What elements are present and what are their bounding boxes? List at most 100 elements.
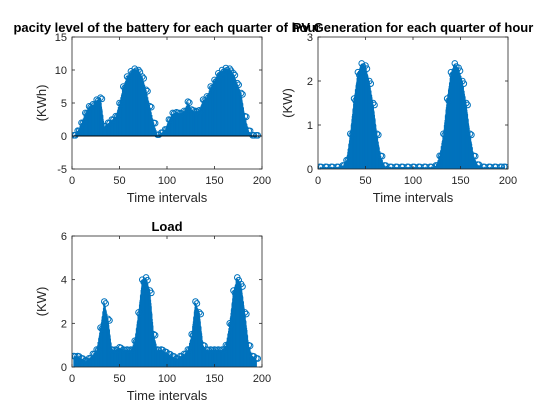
chart-2: 0 50 100 150 200 0 1 2 3 Time intervals (KW) PV Gen… [280, 20, 533, 205]
data-point [369, 99, 377, 107]
data-point [231, 71, 239, 79]
y-axis-label: (KW) [280, 88, 295, 118]
data-point [121, 84, 129, 92]
data-point [466, 130, 474, 138]
data-point [144, 276, 151, 284]
series-2 [318, 60, 508, 169]
data-point [440, 130, 447, 138]
data-point [174, 109, 182, 117]
data-point [135, 66, 142, 74]
x-axis-label: Time intervals [373, 190, 454, 205]
y-tick-label: 15 [55, 32, 67, 44]
data-point [113, 113, 121, 121]
data-point [433, 162, 441, 169]
data-point [356, 71, 363, 79]
data-point [148, 289, 155, 297]
data-point [226, 320, 233, 327]
data-point [188, 330, 195, 338]
data-point [197, 310, 205, 318]
data-point [91, 101, 98, 109]
data-point [468, 131, 475, 139]
data-point [437, 152, 445, 160]
data-point [241, 309, 249, 316]
x-tick-label: 0 [69, 175, 75, 187]
x-tick-label: 150 [205, 373, 223, 385]
data-point [502, 163, 508, 169]
data-point [347, 130, 354, 138]
data-point [254, 132, 262, 139]
data-point [378, 152, 386, 160]
data-point [106, 317, 113, 324]
x-tick-label: 150 [451, 175, 469, 187]
x-tick-label: 200 [253, 373, 271, 385]
chart-3: 0 50 100 150 200 0 2 4 6 Time intervals (KW) Load [34, 219, 271, 403]
data-point [464, 101, 471, 109]
x-tick-label: 50 [113, 373, 125, 385]
x-tick-label: 200 [499, 175, 517, 187]
data-point [237, 89, 245, 97]
y-tick-label: 2 [61, 318, 67, 330]
x-tick-label: 150 [205, 175, 223, 187]
chart-title: Load [151, 219, 182, 234]
data-point [441, 131, 449, 139]
data-point [243, 113, 250, 121]
data-point [79, 119, 87, 127]
x-tick-label: 0 [315, 175, 321, 187]
data-point [125, 75, 132, 82]
x-axis-label: Time intervals [127, 388, 208, 403]
y-tick-label: 3 [307, 32, 313, 44]
data-point [167, 116, 174, 124]
x-tick-label: 100 [158, 175, 176, 187]
data-point [348, 131, 356, 139]
data-point [150, 330, 157, 338]
data-point [136, 310, 144, 318]
data-point [116, 99, 123, 107]
data-point [139, 73, 146, 80]
data-point [498, 163, 506, 169]
data-point [186, 346, 193, 354]
data-point [75, 127, 83, 135]
data-point [456, 67, 464, 75]
data-point [246, 342, 254, 350]
chart-title: pacity level of the battery for each qua… [13, 20, 320, 35]
y-tick-label: -5 [57, 164, 67, 176]
y-tick-label: 2 [307, 76, 313, 88]
data-point [184, 98, 192, 105]
data-point [445, 97, 452, 105]
data-point [140, 75, 148, 82]
data-point [208, 84, 216, 92]
data-point [455, 64, 462, 72]
data-point [352, 97, 359, 105]
y-tick-label: 4 [61, 275, 67, 287]
data-point [148, 103, 155, 111]
data-point [197, 107, 205, 115]
y-tick-label: 10 [55, 65, 67, 77]
data-point [235, 81, 243, 89]
data-point [151, 331, 159, 339]
data-point [186, 99, 193, 107]
data-point [449, 71, 456, 79]
data-point [231, 289, 239, 297]
data-point [243, 310, 250, 318]
data-point [98, 95, 106, 103]
data-point [462, 99, 470, 107]
data-point [362, 62, 369, 69]
y-axis-label: (KW) [34, 287, 49, 317]
y-tick-label: 0 [61, 131, 67, 143]
data-point [135, 309, 142, 316]
x-tick-label: 50 [113, 175, 125, 187]
data-point [224, 342, 231, 350]
data-point [89, 101, 97, 108]
data-point [211, 76, 218, 84]
data-point [373, 130, 381, 138]
x-axis-label: Time intervals [127, 190, 208, 205]
data-point [104, 315, 112, 323]
data-point [207, 83, 214, 90]
data-point [239, 91, 246, 98]
data-point [340, 162, 348, 169]
data-point [254, 355, 262, 362]
data-point [182, 108, 189, 115]
data-point [375, 131, 382, 139]
y-tick-label: 1 [307, 120, 313, 132]
data-point [142, 86, 150, 94]
